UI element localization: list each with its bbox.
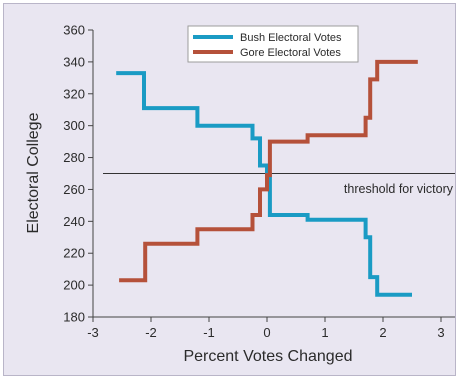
threshold-label: threshold for victory bbox=[344, 182, 454, 196]
y-tick-label: 340 bbox=[63, 54, 85, 69]
legend-label-bush: Bush Electoral Votes bbox=[240, 32, 342, 44]
x-tick-label: 0 bbox=[263, 325, 270, 340]
y-tick-label: 200 bbox=[63, 278, 85, 293]
x-tick-label: 2 bbox=[379, 325, 386, 340]
y-tick-label: 260 bbox=[63, 182, 85, 197]
y-tick-label: 220 bbox=[63, 246, 85, 261]
gore-series-line bbox=[119, 62, 418, 280]
y-tick-label: 280 bbox=[63, 150, 85, 165]
x-tick-label: -2 bbox=[145, 325, 157, 340]
legend-label-gore: Gore Electoral Votes bbox=[240, 47, 341, 59]
y-tick-label: 180 bbox=[63, 310, 85, 325]
x-tick-label: -3 bbox=[87, 325, 99, 340]
x-tick-label: 3 bbox=[437, 325, 444, 340]
y-tick-label: 320 bbox=[63, 86, 85, 101]
y-tick-label: 240 bbox=[63, 214, 85, 229]
x-tick-label: -1 bbox=[203, 325, 215, 340]
y-tick-label: 360 bbox=[63, 23, 85, 38]
legend: Bush Electoral Votes Gore Electoral Vote… bbox=[188, 26, 358, 62]
y-tick-label: 300 bbox=[63, 118, 85, 133]
y-axis-title: Electoral College bbox=[25, 112, 42, 233]
x-axis-title: Percent Votes Changed bbox=[183, 348, 352, 365]
x-tick-label: 1 bbox=[321, 325, 328, 340]
